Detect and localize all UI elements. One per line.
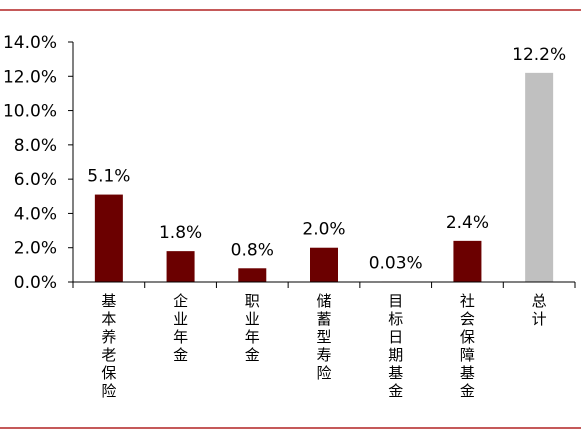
bar [238, 268, 267, 282]
category-label-char: 企 [173, 292, 188, 310]
data-label: 0.8% [231, 240, 274, 260]
y-tick-label: 10.0% [3, 102, 57, 122]
y-tick-label: 14.0% [3, 33, 57, 53]
y-tick-label: 8.0% [14, 136, 57, 156]
y-tick-label: 4.0% [14, 204, 57, 224]
category-label-char: 蓄 [316, 310, 331, 328]
category-label-char: 标 [388, 310, 403, 328]
category-label-char: 老 [101, 346, 116, 364]
category-label-char: 业 [173, 310, 188, 328]
y-tick-label: 6.0% [14, 170, 57, 190]
category-label-char: 目 [388, 292, 403, 310]
category-label-char: 计 [532, 310, 547, 328]
bar [453, 240, 482, 282]
bars [94, 72, 554, 282]
category-label-char: 期 [388, 346, 403, 364]
category-label-char: 储 [316, 292, 331, 310]
category-label-char: 险 [101, 382, 116, 400]
y-tick-label: 2.0% [14, 239, 57, 259]
y-tick-label: 0.0% [14, 273, 57, 293]
data-label: 12.2% [512, 45, 566, 65]
bar [94, 194, 123, 282]
category-label-char: 基 [460, 364, 475, 382]
category-label-char: 基 [101, 292, 116, 310]
category-label-char: 总 [532, 292, 547, 310]
data-label: 1.8% [159, 223, 202, 243]
category-label-char: 年 [245, 328, 260, 346]
category-label-char: 寿 [316, 346, 331, 364]
category-label-char: 职 [245, 292, 260, 310]
data-label: 2.0% [302, 220, 345, 240]
category-label-char: 金 [173, 346, 188, 364]
category-label-char: 日 [388, 328, 403, 346]
bar [310, 247, 338, 282]
data-label: 0.03% [369, 253, 423, 273]
bar-total [525, 72, 554, 282]
category-label-char: 保 [101, 364, 116, 382]
category-label-char: 保 [460, 328, 475, 346]
y-tick-label: 12.0% [3, 67, 57, 87]
category-label-char: 社 [460, 292, 475, 310]
category-label-char: 本 [101, 310, 116, 328]
category-label-char: 型 [316, 328, 331, 346]
category-label-char: 金 [460, 382, 475, 400]
category-label-char: 养 [101, 328, 116, 346]
category-label-char: 年 [173, 328, 188, 346]
category-label-char: 基 [388, 364, 403, 382]
category-label-char: 会 [460, 310, 475, 328]
category-label-char: 险 [316, 364, 331, 382]
data-labels: 5.1% 1.8% 0.8% 2.0% 0.03% 2.4% 12.2% [87, 45, 566, 274]
data-label: 5.1% [87, 167, 130, 187]
bar [166, 251, 195, 282]
category-label-char: 金 [388, 382, 403, 400]
data-label: 2.4% [446, 213, 489, 233]
y-axis-ticks: 0.0% 2.0% 4.0% 6.0% 8.0% 10.0% 12.0% 14.0% [3, 33, 576, 293]
category-label-char: 障 [460, 346, 475, 364]
category-label-char: 金 [245, 346, 260, 364]
category-label-char: 业 [245, 310, 260, 328]
